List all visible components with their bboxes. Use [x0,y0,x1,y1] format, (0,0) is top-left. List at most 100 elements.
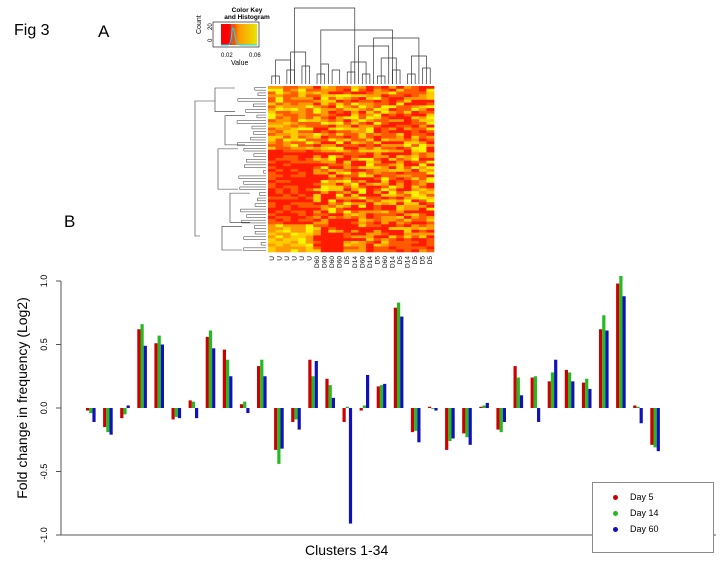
bar [342,408,346,422]
heatmap-cell [426,166,435,170]
heatmap-cell [418,91,427,95]
heatmap-cell [268,182,276,186]
heatmap-cell [298,121,307,126]
heatmap-cell [268,221,276,225]
heatmap-cell [411,177,420,181]
heatmap-cell [313,199,322,203]
heatmap-cell [426,238,435,242]
heatmap-cell [388,133,397,137]
heatmap-cell [366,218,374,222]
dendrogram-branch [254,225,266,229]
heatmap-cell [268,216,276,220]
bar [653,408,657,448]
heatmap-cell [411,249,420,253]
bar [537,408,541,422]
heatmap-cell [283,193,291,197]
heatmap-cell [283,160,291,164]
heatmap-cell [381,149,390,153]
heatmap-cell [320,188,329,192]
heatmap-cell [298,196,307,200]
heatmap-cell [343,169,352,173]
heatmap-cell [305,224,314,228]
heatmap-cell [313,249,322,253]
heatmap-cell [335,218,344,222]
heatmap-cell [396,199,405,203]
heatmap-cell [335,232,344,236]
heatmap-cell [343,249,352,253]
heatmap-cell [388,188,397,192]
heatmap-cell [396,171,405,175]
heatmap-cell [320,249,329,253]
heatmap-cell [298,243,307,247]
heatmap-cell [381,227,390,231]
heatmap-cell [335,240,344,244]
heatmap-cell [275,105,284,109]
heatmap-cell [373,196,382,200]
heatmap-cell [328,177,337,181]
heatmap-cell [283,133,291,137]
heatmap-cell [351,177,359,181]
heatmap-cell [298,171,307,175]
heatmap-cell [351,174,359,178]
heatmap-cell [275,86,284,90]
heatmap-cell [313,110,322,114]
heatmap-cell [335,116,344,120]
heatmap-cell [268,185,276,189]
heatmap-cell [335,86,344,90]
heatmap-cell [268,227,276,231]
heatmap-cell [343,224,352,228]
heatmap-cell [305,185,314,189]
heatmap-cell [426,229,435,233]
bar [516,377,520,408]
heatmap-cell [298,155,307,159]
heatmap-cell [411,97,420,101]
heatmap-cell [275,133,284,137]
heatmap-cell [335,152,344,156]
bar [530,377,534,408]
dendrogram-branch [243,247,266,251]
heatmap-cell [418,227,427,231]
heatmap-cell [298,124,307,128]
heatmap-cell [373,141,382,145]
heatmap-column-label: U [299,256,306,261]
heatmap-cell [320,227,329,231]
heatmap-cell [366,157,374,161]
heatmap-cell [411,146,420,150]
heatmap-cell [298,191,307,195]
bar [462,408,466,434]
heatmap-cell [298,227,307,231]
heatmap-cell [275,227,284,231]
heatmap-cell [388,177,397,181]
heatmap-cell [366,119,374,123]
heatmap-cell [403,224,412,228]
heatmap-cell [305,180,314,184]
heatmap-cell [403,127,412,131]
heatmap-cell [396,188,405,192]
heatmap-cell [366,102,374,106]
heatmap-cell [320,116,329,120]
heatmap-cell [268,94,276,98]
heatmap-cell [418,146,427,150]
heatmap-cell [351,171,359,175]
heatmap-cell [313,221,322,225]
heatmap-cell [351,210,359,214]
heatmap-cell [298,141,307,145]
heatmap-cell [426,135,435,139]
heatmap-cell [373,130,382,134]
heatmap-cell [366,191,374,195]
bar [571,381,575,408]
bar [568,372,572,408]
heatmap-cell [305,177,314,181]
heatmap-cell [268,144,276,148]
heatmap-cell [358,160,367,164]
bar [533,376,537,408]
figure-label: Fig 3 [14,22,50,39]
heatmap-cell [358,188,367,192]
heatmap-cell [418,177,427,181]
heatmap-cell [418,191,427,195]
heatmap-cell [366,171,374,175]
bar [428,406,432,408]
heatmap-cell [403,113,412,117]
heatmap-cell [396,110,405,114]
heatmap-cell [373,146,382,150]
